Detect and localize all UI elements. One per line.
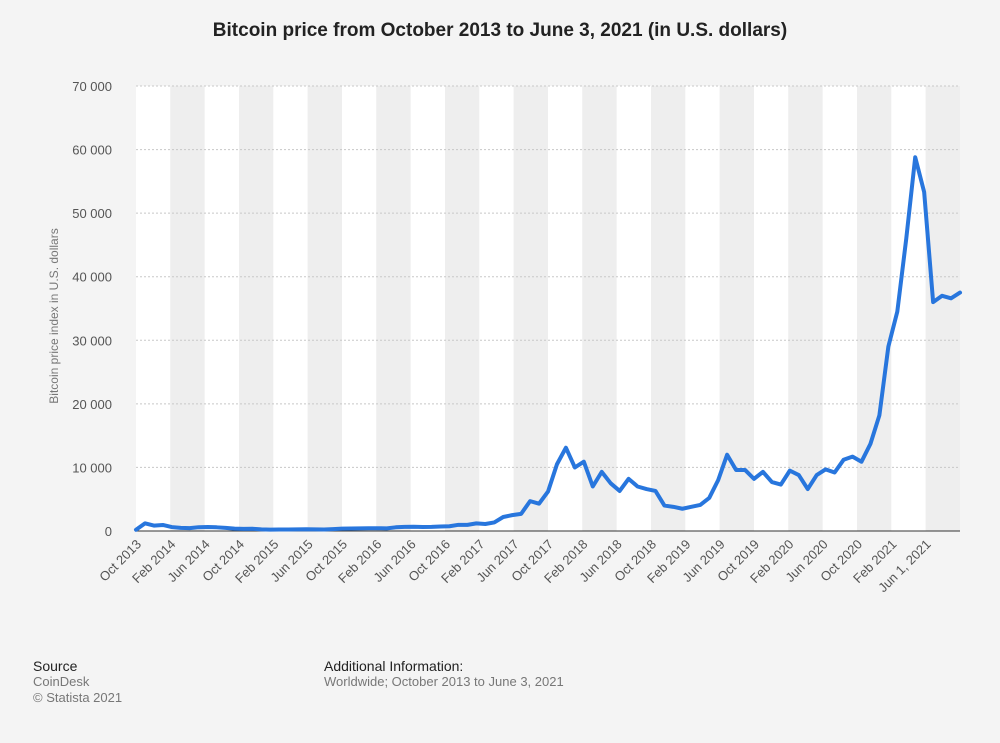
y-tick-label: 10 000 <box>72 460 112 475</box>
y-tick-label: 50 000 <box>72 206 112 221</box>
background-band <box>582 86 617 531</box>
background-band <box>651 86 686 531</box>
copyright: © Statista 2021 <box>33 690 123 705</box>
background-band <box>548 86 583 531</box>
y-tick-label: 60 000 <box>72 143 112 158</box>
source-name[interactable]: CoinDesk <box>33 674 90 689</box>
chart-svg: 0 10 000 20 000 30 000 40 000 50 000 60 000 70 … <box>47 79 962 596</box>
y-tick-label: 70 000 <box>72 79 112 94</box>
y-axis-ticks: 0 10 000 20 000 30 000 40 000 50 000 60 000 70 … <box>72 79 112 539</box>
y-tick-label: 40 000 <box>72 270 112 285</box>
y-tick-label: 0 <box>105 524 112 539</box>
background-band <box>445 86 480 531</box>
background-band <box>685 86 720 531</box>
background-bands <box>136 86 960 531</box>
background-band <box>925 86 960 531</box>
background-band <box>376 86 411 531</box>
background-band <box>857 86 892 531</box>
additional-info-block: Additional Information: Worldwide; Octob… <box>324 658 564 690</box>
info-text: Worldwide; October 2013 to June 3, 2021 <box>324 674 564 689</box>
background-band <box>273 86 308 531</box>
background-band <box>788 86 823 531</box>
y-axis-label: Bitcoin price index in U.S. dollars <box>47 228 61 403</box>
y-tick-label: 30 000 <box>72 333 112 348</box>
background-band <box>342 86 377 531</box>
background-band <box>479 86 514 531</box>
info-heading: Additional Information: <box>324 658 464 674</box>
background-band <box>410 86 445 531</box>
background-band <box>204 86 239 531</box>
source-heading: Source <box>33 658 78 674</box>
series-line-bitcoin-price[interactable] <box>134 155 962 532</box>
background-band <box>513 86 548 531</box>
background-band <box>754 86 789 531</box>
chart-title: Bitcoin price from October 2013 to June … <box>212 20 788 41</box>
source-block: Source CoinDesk © Statista 2021 <box>33 658 122 706</box>
background-band <box>136 86 171 531</box>
gridlines <box>136 85 960 468</box>
background-band <box>616 86 651 531</box>
background-band <box>239 86 274 531</box>
background-band <box>307 86 342 531</box>
background-band <box>170 86 205 531</box>
y-tick-label: 20 000 <box>72 397 112 412</box>
